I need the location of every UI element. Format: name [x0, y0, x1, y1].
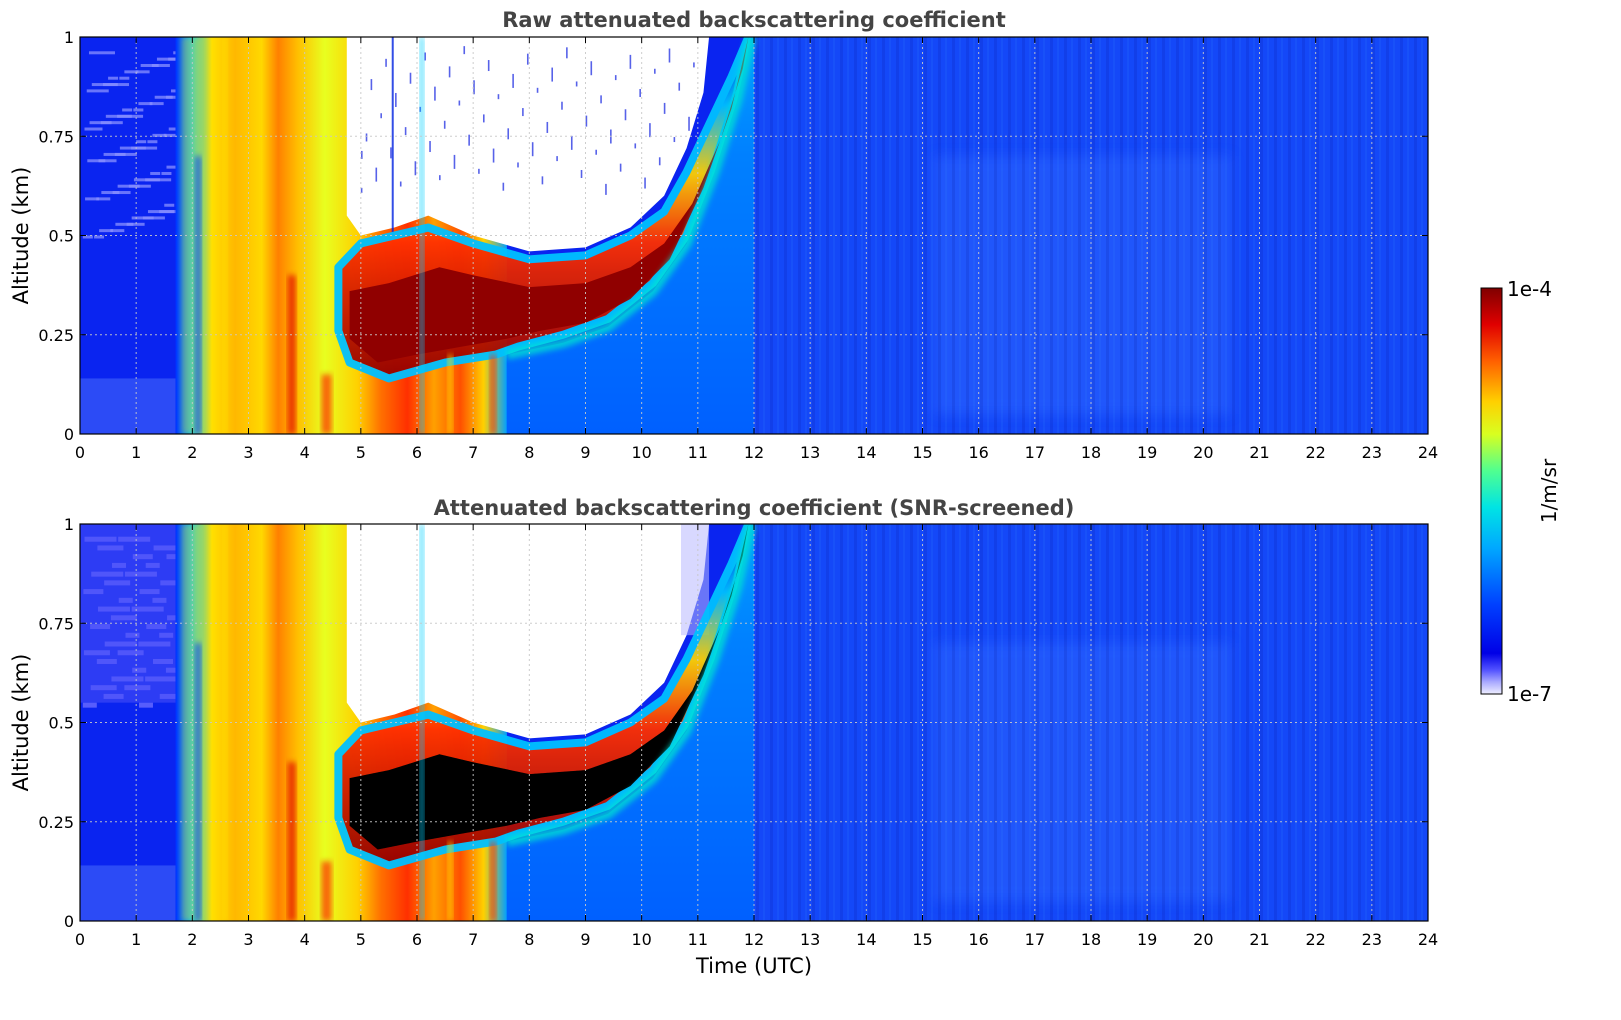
sub-cloud-region	[506, 37, 754, 434]
y-tick-label: 0	[64, 912, 74, 931]
x-tick-label: 19	[1137, 443, 1157, 462]
x-tick-label: 10	[631, 443, 651, 462]
x-tick-label: 22	[1305, 930, 1325, 949]
x-tick-label: 21	[1249, 930, 1269, 949]
x-tick-label: 7	[468, 443, 478, 462]
x-tick-label: 3	[243, 930, 253, 949]
x-tick-label: 6	[412, 443, 422, 462]
x-tick-label: 18	[1081, 930, 1101, 949]
x-tick-label: 5	[356, 930, 366, 949]
x-tick-label: 1	[131, 930, 141, 949]
x-tick-label: 9	[580, 443, 590, 462]
y-tick-label: 0.25	[38, 326, 74, 345]
y-tick-label: 0.25	[38, 813, 74, 832]
heatmap-panel-2: 0 1 2 3 4 5 6 7 8 9 10 11 12 13 14 15 16 17 18 19 20 21 22 23 24…	[9, 496, 1438, 978]
x-tick-label: 15	[912, 930, 932, 949]
x-tick-label: 14	[856, 930, 876, 949]
x-tick-label: 13	[800, 930, 820, 949]
x-tick-label: 0	[75, 930, 85, 949]
x-tick-label: 11	[688, 443, 708, 462]
x-tick-label: 21	[1249, 443, 1269, 462]
y-axis-label: Altitude (km)	[9, 654, 33, 792]
colorbar-scale	[1480, 287, 1503, 695]
colorbar-unit-label: 1/m/sr	[1537, 458, 1561, 523]
y-tick-label: 1	[64, 28, 74, 47]
x-tick-label: 15	[912, 443, 932, 462]
x-tick-label: 20	[1193, 443, 1213, 462]
missing-data-region	[346, 37, 710, 252]
sub-cloud-region	[506, 524, 754, 921]
panel-title: Raw attenuated backscattering coefficien…	[502, 8, 1006, 32]
gridlines	[80, 524, 1428, 921]
y-tick-label: 0.75	[38, 127, 74, 146]
x-tick-label: 8	[524, 930, 534, 949]
x-tick-label: 0	[75, 443, 85, 462]
x-tick-label: 6	[412, 930, 422, 949]
colorbar: 1e-4 1e-7 1/m/sr	[1480, 277, 1561, 706]
x-tick-label: 17	[1025, 930, 1045, 949]
x-tick-label: 14	[856, 443, 876, 462]
x-tick-label: 23	[1362, 443, 1382, 462]
heatmap-panel-1: 0 1 2 3 4 5 6 7 8 9 10 11 12 13 14 15 16 17 18 19 20 21 22 23 24…	[9, 8, 1438, 462]
y-tick-label: 0.5	[49, 227, 74, 246]
x-tick-label: 5	[356, 443, 366, 462]
x-tick-label: 4	[300, 930, 310, 949]
gridlines	[80, 37, 1428, 434]
panel-title: Attenuated backscattering coefficient (S…	[434, 496, 1075, 520]
missing-data-region	[346, 524, 710, 739]
y-tick-label: 0	[64, 425, 74, 444]
x-tick-label: 16	[968, 443, 988, 462]
x-tick-label: 1	[131, 443, 141, 462]
x-tick-label: 22	[1305, 443, 1325, 462]
x-tick-label: 24	[1418, 443, 1438, 462]
x-tick-label: 24	[1418, 930, 1438, 949]
x-tick-label: 23	[1362, 930, 1382, 949]
x-tick-label: 10	[631, 930, 651, 949]
y-axis-label: Altitude (km)	[9, 167, 33, 305]
colorbar-max-label: 1e-4	[1507, 277, 1552, 301]
x-tick-label: 19	[1137, 930, 1157, 949]
x-tick-label: 9	[580, 930, 590, 949]
x-tick-label: 4	[300, 443, 310, 462]
x-tick-label: 17	[1025, 443, 1045, 462]
x-tick-label: 13	[800, 443, 820, 462]
x-tick-label: 20	[1193, 930, 1213, 949]
colorbar-min-label: 1e-7	[1507, 682, 1552, 706]
x-tick-label: 12	[744, 930, 764, 949]
cloud-base-layer	[349, 37, 749, 363]
x-tick-label: 3	[243, 443, 253, 462]
x-tick-label: 2	[187, 930, 197, 949]
x-tick-label: 11	[688, 930, 708, 949]
y-tick-label: 0.5	[49, 714, 74, 733]
x-tick-label: 12	[744, 443, 764, 462]
y-tick-label: 1	[64, 515, 74, 534]
x-tick-label: 16	[968, 930, 988, 949]
x-axis-label: Time (UTC)	[695, 954, 812, 978]
x-tick-label: 7	[468, 930, 478, 949]
y-tick-label: 0.75	[38, 614, 74, 633]
x-tick-label: 8	[524, 443, 534, 462]
x-tick-label: 18	[1081, 443, 1101, 462]
x-tick-label: 2	[187, 443, 197, 462]
